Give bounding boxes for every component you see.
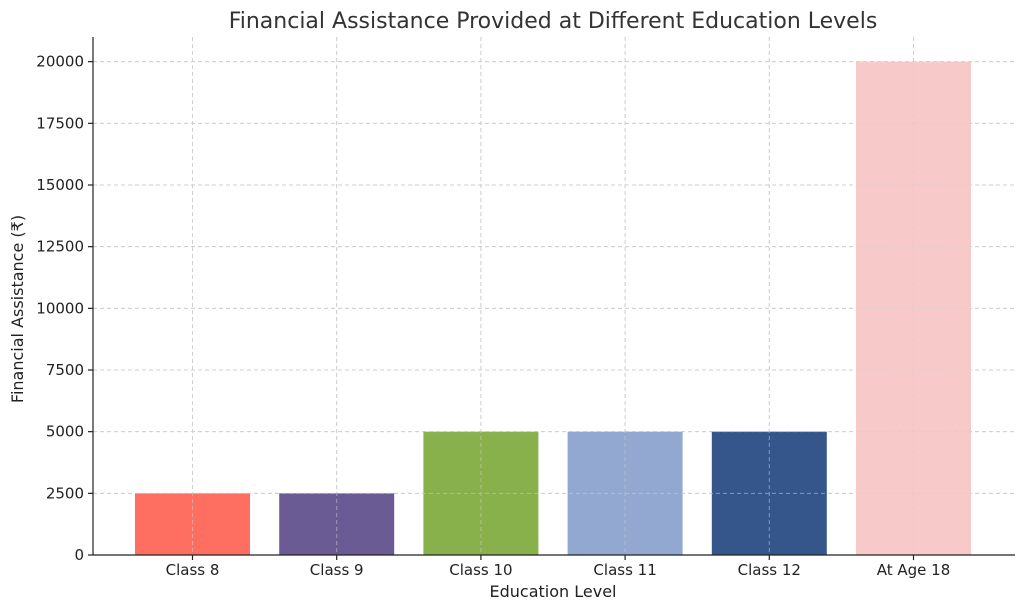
y-tick-label: 2500 <box>46 484 84 502</box>
y-tick-label: 10000 <box>36 299 84 317</box>
y-tick-label: 15000 <box>36 176 84 194</box>
grid-overlay <box>93 37 1015 556</box>
y-tick-label: 0 <box>74 546 84 564</box>
chart-title: Financial Assistance Provided at Differe… <box>229 9 878 34</box>
x-tick-label: Class 11 <box>593 561 656 579</box>
y-axis-ticks: 0 2500 5000 7500 10000 12500 15000 17500 20000 <box>36 53 93 564</box>
x-tick-label: At Age 18 <box>877 561 951 579</box>
bars <box>93 37 1015 556</box>
y-axis-label: Financial Assistance (₹) <box>8 215 27 403</box>
x-tick-label: Class 9 <box>310 561 364 579</box>
y-tick-label: 5000 <box>46 423 84 441</box>
y-tick-label: 7500 <box>46 361 84 379</box>
x-tick-label: Class 8 <box>166 561 220 579</box>
y-tick-label: 12500 <box>36 238 84 256</box>
x-axis-label: Education Level <box>490 582 617 601</box>
y-tick-label: 17500 <box>36 114 84 132</box>
x-tick-label: Class 10 <box>449 561 512 579</box>
x-axis-ticks: Class 8 Class 9 Class 10 Class 11 Class 12 At… <box>166 555 951 579</box>
y-tick-label: 20000 <box>36 53 84 71</box>
x-tick-label: Class 12 <box>738 561 801 579</box>
